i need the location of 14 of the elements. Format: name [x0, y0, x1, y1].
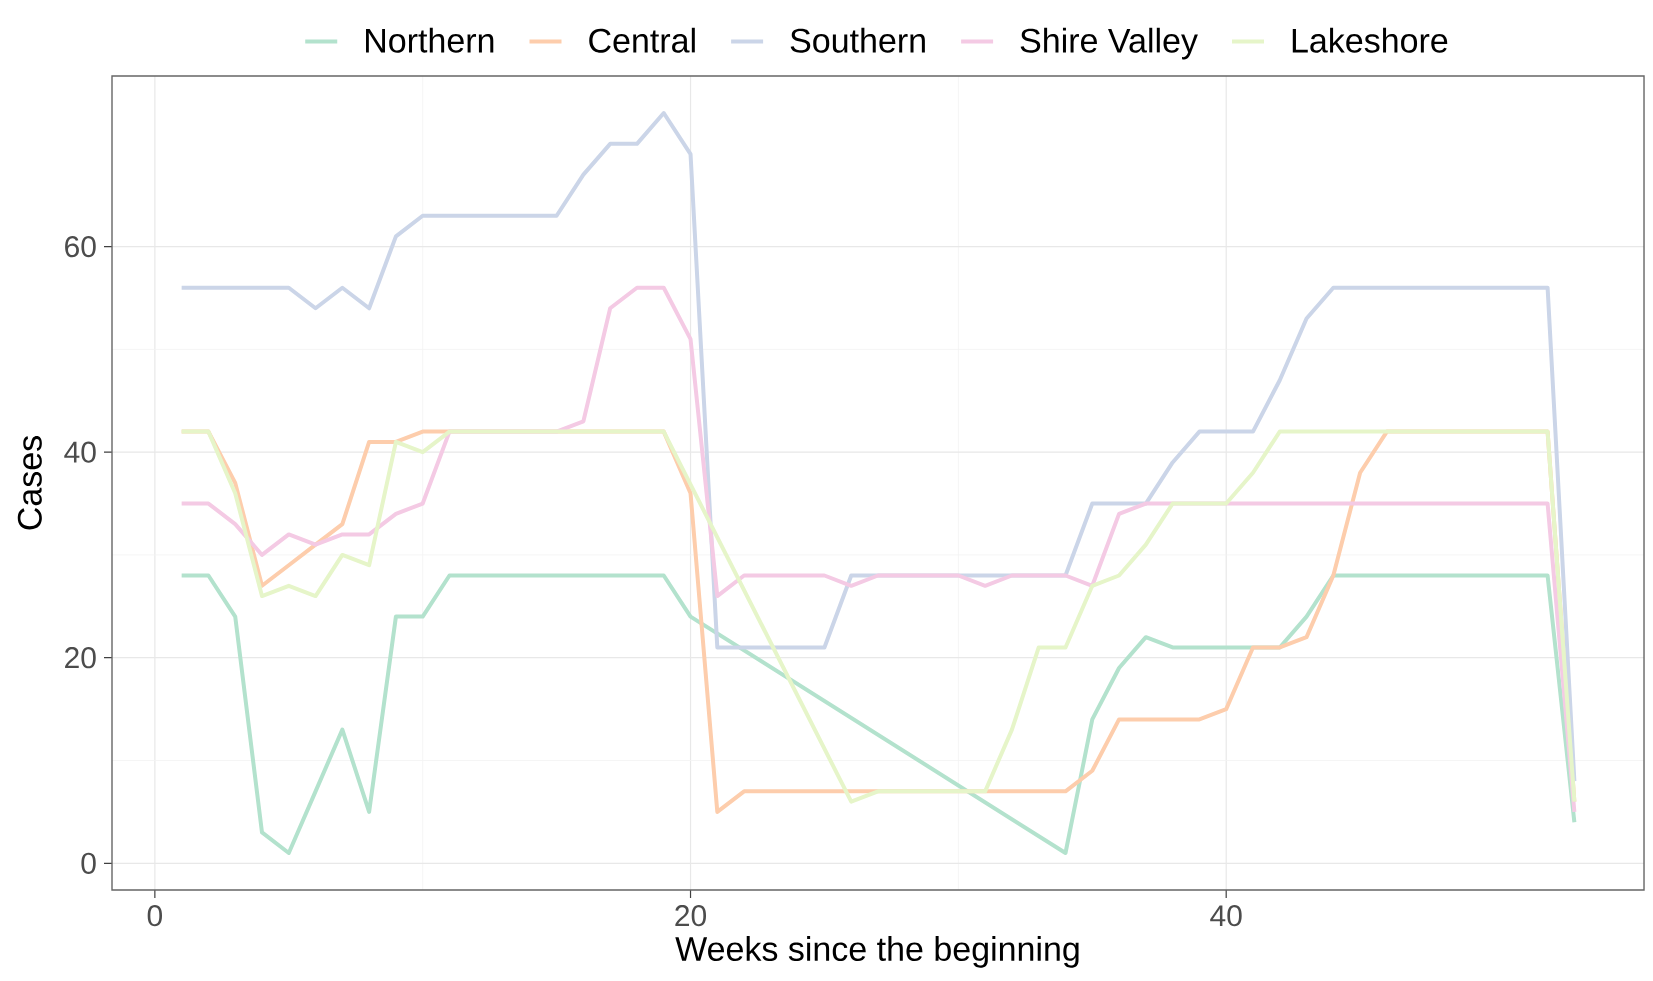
legend-label: Northern [366, 27, 494, 53]
y-axis-title: Cases [17, 436, 42, 530]
legend-label: Central [589, 27, 695, 53]
y-tick-label: 0 [81, 852, 96, 874]
y-tick-label: 40 [64, 441, 96, 463]
x-axis-title: Weeks since the beginning [675, 936, 1079, 968]
x-tick-label: 20 [675, 905, 707, 927]
legend-label: Shire Valley [1020, 27, 1198, 60]
legend-label: Southern [790, 27, 925, 53]
y-tick-label: 60 [65, 235, 96, 258]
x-tick-label: 0 [147, 905, 163, 927]
legend-label: Lakeshore [1292, 27, 1448, 53]
y-tick-label: 20 [65, 647, 96, 669]
x-tick-label: 40 [1210, 905, 1242, 927]
